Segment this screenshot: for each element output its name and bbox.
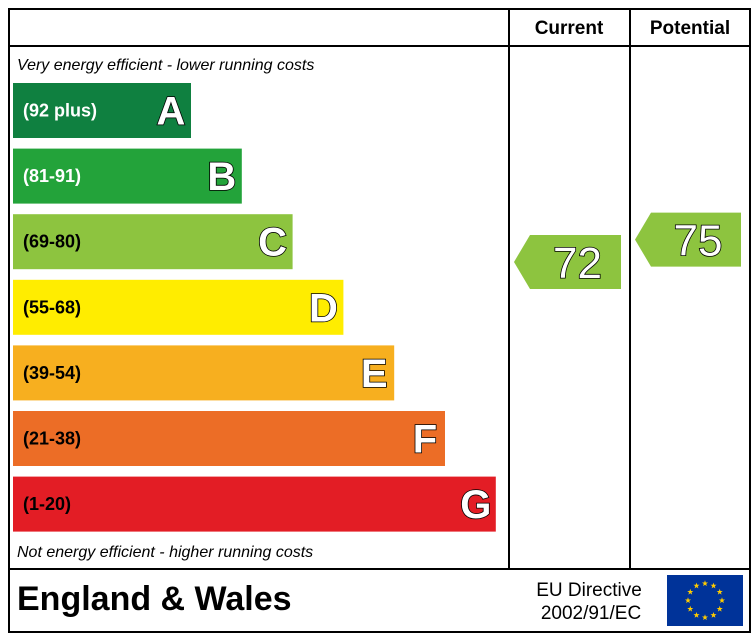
eu-star-icon	[710, 612, 717, 618]
eu-star-icon	[687, 605, 694, 612]
eu-star-icon	[693, 582, 700, 589]
eu-directive-label: EU Directive	[536, 580, 642, 601]
band-a: (92 plus) A	[13, 83, 191, 138]
band-c-letter: C	[258, 221, 287, 265]
current-arrow-shape	[514, 234, 621, 289]
eu-star-icon	[716, 588, 723, 595]
band-b-letter: B	[207, 155, 236, 199]
potential-column-header: Potential	[650, 18, 730, 39]
region-label: England & Wales	[17, 580, 292, 618]
band-e-letter: E	[361, 352, 388, 396]
band-d: (55-68) D	[13, 279, 344, 335]
band-g-letter: G	[460, 483, 491, 527]
potential-arrow-shape	[635, 212, 741, 267]
bottom-caption: Not energy efficient - higher running co…	[17, 544, 313, 561]
top-caption: Very energy efficient - lower running co…	[17, 57, 314, 74]
eu-star-icon	[716, 605, 723, 612]
potential-rating-value: 75	[674, 217, 723, 266]
eu-directive-number: 2002/91/EC	[541, 603, 641, 624]
band-b-range: (81-91)	[23, 166, 81, 186]
eu-star-icon	[693, 612, 700, 618]
band-b: (81-91) B	[13, 148, 242, 204]
potential-rating-arrow: 75	[635, 212, 741, 267]
band-a-letter: A	[157, 90, 186, 134]
band-d-range: (55-68)	[23, 297, 81, 317]
band-b-bar	[13, 148, 242, 204]
rating-bands: (92 plus) A (81-91) B (69-80) C (55-68) D (39-54…	[13, 83, 496, 532]
band-g: (1-20) G	[13, 476, 496, 532]
eu-star-icon	[701, 580, 709, 587]
eu-star-icon	[718, 597, 726, 604]
band-c: (69-80) C	[13, 214, 293, 270]
band-d-bar	[13, 279, 344, 335]
band-e-range: (39-54)	[23, 363, 81, 383]
band-d-letter: D	[309, 286, 338, 330]
band-f-letter: F	[413, 418, 437, 462]
band-f: (21-38) F	[13, 411, 445, 466]
band-e-bar	[13, 345, 395, 401]
current-column-header: Current	[535, 18, 604, 39]
band-c-range: (69-80)	[23, 232, 81, 252]
band-f-range: (21-38)	[23, 429, 81, 449]
eu-flag-stars	[684, 580, 726, 621]
band-c-bar	[13, 214, 293, 270]
eu-flag-icon	[667, 575, 743, 626]
eu-star-icon	[701, 614, 709, 621]
chart-frame	[8, 8, 751, 633]
band-a-bar	[13, 83, 191, 138]
band-g-bar	[13, 476, 496, 532]
eu-star-icon	[710, 582, 717, 589]
band-g-range: (1-20)	[23, 494, 71, 514]
eu-star-icon	[684, 597, 692, 604]
band-f-bar	[13, 411, 445, 466]
current-rating-value: 72	[553, 239, 602, 288]
band-e: (39-54) E	[13, 345, 395, 401]
current-rating-arrow: 72	[514, 234, 621, 289]
band-a-range: (92 plus)	[23, 101, 97, 121]
eu-star-icon	[687, 588, 694, 595]
